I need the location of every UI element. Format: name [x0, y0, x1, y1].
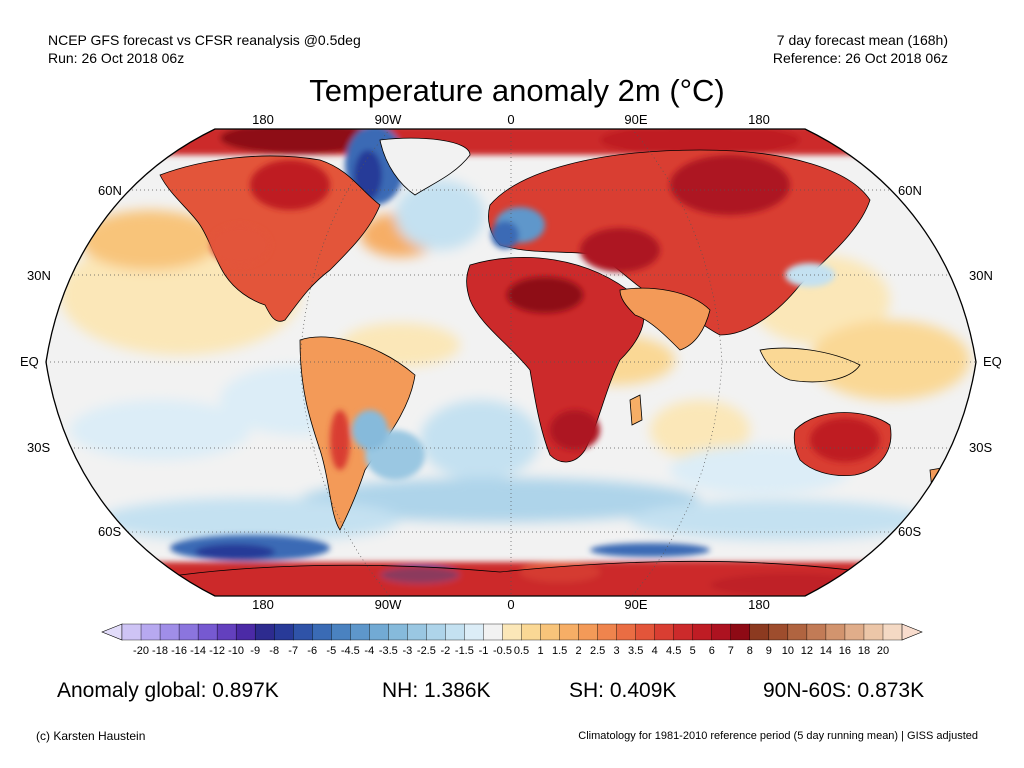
lat-label-right-60n: 60N	[898, 183, 922, 198]
colorbar-tick-label: 8	[746, 645, 753, 657]
colorbar-tick-label: -20	[133, 645, 149, 657]
colorbar-tick-label: -16	[171, 645, 188, 657]
continent-new-zealand	[929, 467, 946, 491]
lat-label-right-eq: EQ	[983, 354, 1002, 369]
stat-global: Anomaly global: 0.897K	[57, 679, 279, 702]
colorbar-tick-label: 5	[689, 645, 696, 657]
land-hotspots	[210, 155, 880, 480]
colorbar-tick-label: -14	[190, 645, 207, 657]
anomaly-stats: Anomaly global: 0.897K NH: 1.386K SH: 0.…	[0, 679, 1024, 705]
colorbar-tick-label: -0.5	[493, 645, 512, 657]
run-time: Run: 26 Oct 2018 06z	[48, 50, 185, 66]
climatology-note: Climatology for 1981-2010 reference peri…	[578, 730, 978, 742]
lon-label-top-90e: 90E	[624, 112, 648, 127]
lat-label-right-30n: 30N	[969, 268, 993, 283]
colorbar-tick-label: 20	[876, 645, 890, 657]
colorbar-tick-label: -5	[326, 645, 337, 657]
colorbar-tick-label: 4	[651, 645, 658, 657]
stat-90n-60s: 90N-60S: 0.873K	[763, 679, 925, 702]
graticule	[46, 129, 976, 596]
anomaly-field	[46, 129, 976, 596]
colorbar-tick-label: -4	[364, 645, 375, 657]
colorbar-tick-label: 7	[727, 645, 734, 657]
colorbar-tick-label: 18	[857, 645, 871, 657]
model-description: NCEP GFS forecast vs CFSR reanalysis @0.…	[48, 32, 361, 48]
lat-label-left-60n: 60N	[98, 183, 122, 198]
colorbar-tick-label: 1.5	[551, 645, 568, 657]
colorbar-tick-label: 2.5	[589, 645, 606, 657]
colorbar-tick-label: -8	[269, 645, 280, 657]
lon-label-bottom-0: 0	[507, 597, 515, 612]
forecast-period: 7 day forecast mean (168h)	[776, 32, 948, 48]
lat-label-right-60s: 60S	[898, 524, 922, 539]
colorbar-tick-label: 6	[708, 645, 715, 657]
colorbar-tick-label: -2.5	[416, 645, 436, 657]
lon-label-bottom-90e: 90E	[624, 597, 648, 612]
continent-north-america	[159, 155, 381, 322]
colorbar-tick-label: -2	[440, 645, 451, 657]
lat-label-left-30n: 30N	[27, 268, 51, 283]
lon-label-bottom-90w: 90W	[374, 597, 402, 612]
colorbar-tick-label: 12	[800, 645, 814, 657]
credit: (c) Karsten Haustein	[36, 729, 146, 743]
lon-label-bottom-180e: 180	[748, 597, 770, 612]
lon-label-top-180e: 180	[748, 112, 770, 127]
colorbar-tick-label: -6	[307, 645, 318, 657]
lon-label-top-90w: 90W	[374, 112, 402, 127]
lat-label-left-60s: 60S	[98, 524, 122, 539]
lat-label-left-30s: 30S	[27, 440, 51, 455]
map-border	[45, 128, 977, 597]
lat-label-right-30s: 30S	[969, 440, 993, 455]
continent-antarctica	[179, 560, 851, 596]
colorbar-tick-label: -3.5	[378, 645, 398, 657]
colorbar-tick-label: -12	[209, 645, 226, 657]
colorbar-tick-label: -1	[478, 645, 489, 657]
lon-label-top-180w: 180	[252, 112, 274, 127]
arctic-anomalies	[150, 129, 870, 205]
colorbar-tick-label: -3	[402, 645, 413, 657]
colorbar-tick-label: -10	[228, 645, 245, 657]
colorbar-tick-label: 14	[819, 645, 833, 657]
colorbar-tick-label: 3.5	[628, 645, 644, 657]
colorbar-tick-label: -1.5	[454, 645, 474, 657]
colorbar-tick-label: 10	[781, 645, 795, 657]
continent-south-asia	[619, 287, 711, 351]
colorbar-tick-label: -7	[288, 645, 299, 657]
colorbar-tick-label: 2	[575, 645, 582, 657]
colorbar-tick-label: 1	[537, 645, 544, 657]
colorbar-tick-label: 16	[838, 645, 852, 657]
forecast-info: 7 day forecast mean (168h) Reference: 26…	[773, 31, 948, 67]
colorbar-tick-label: 4.5	[666, 645, 682, 657]
reference-time: Reference: 26 Oct 2018 06z	[772, 50, 948, 66]
colorbar-tick-label: -18	[152, 645, 168, 657]
map-title: Temperature anomaly 2m (°C)	[309, 73, 725, 108]
continent-greenland	[379, 137, 471, 196]
continent-maritime-asia	[759, 347, 861, 383]
lat-label-left-eq: EQ	[20, 354, 39, 369]
colorbar-tick-label: -9	[250, 645, 261, 657]
continent-madagascar	[629, 394, 643, 426]
lon-label-top-0: 0	[507, 112, 515, 127]
colorbar-tick-label: -4.5	[340, 645, 360, 657]
run-info: NCEP GFS forecast vs CFSR reanalysis @0.…	[48, 31, 361, 67]
stat-sh: SH: 0.409K	[569, 679, 677, 702]
colorbar-tick-label: 9	[765, 645, 772, 657]
lon-label-bottom-180w: 180	[252, 597, 274, 612]
colorbar-tick-label: 3	[613, 645, 620, 657]
stat-nh: NH: 1.386K	[382, 679, 491, 702]
colorbar-tick-label: 0.5	[513, 645, 530, 657]
